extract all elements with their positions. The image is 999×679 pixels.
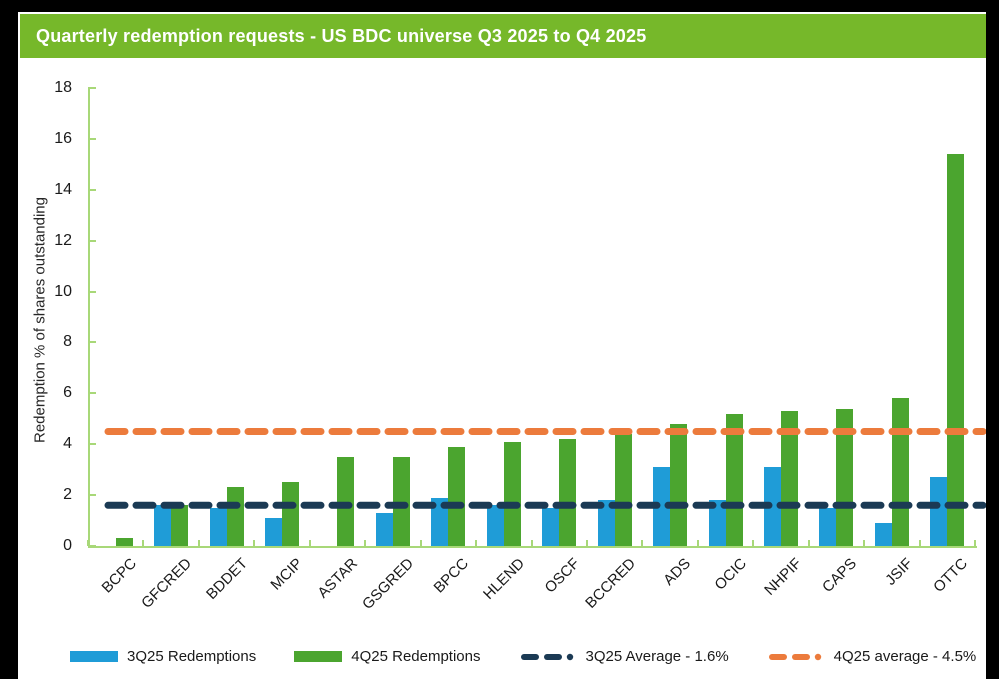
y-axis xyxy=(88,88,90,546)
y-tick-label: 2 xyxy=(63,486,72,504)
y-tick xyxy=(88,188,96,191)
y-tick-label: 12 xyxy=(54,231,72,249)
legend-swatch-3q25-redemptions xyxy=(70,651,118,662)
y-tick xyxy=(88,239,96,242)
bar-4q25-caps xyxy=(836,408,854,546)
y-tick xyxy=(88,545,96,547)
y-tick-label: 14 xyxy=(54,180,72,198)
bar-4q25-ads xyxy=(670,423,688,546)
x-tick xyxy=(142,540,145,546)
legend-item-4q25-average: 4Q25 average - 4.5% xyxy=(767,648,977,665)
y-tick-label: 16 xyxy=(54,129,72,147)
x-tick xyxy=(530,540,533,546)
bar-4q25-nhpif xyxy=(780,411,798,546)
legend-swatch-4q25-redemptions xyxy=(294,651,343,662)
y-tick-label: 4 xyxy=(63,435,72,453)
bar-3q25-ads xyxy=(653,467,671,546)
bar-4q25-gsgred xyxy=(392,456,410,546)
y-tick xyxy=(88,137,96,140)
x-tick xyxy=(308,540,311,546)
legend-item-4q25-redemptions: 4Q25 Redemptions xyxy=(294,648,481,665)
y-tick-label: 18 xyxy=(54,79,72,96)
bar-4q25-bccred xyxy=(614,434,632,546)
chart-title: Quarterly redemption requests - US BDC u… xyxy=(36,25,647,46)
x-tick xyxy=(696,540,699,546)
bar-3q25-mcip xyxy=(265,518,283,546)
legend-label-3q25-average: 3Q25 Average - 1.6% xyxy=(585,648,729,665)
chart-canvas: Quarterly redemption requests - US BDC u… xyxy=(18,12,986,679)
x-tick xyxy=(807,540,810,546)
x-tick xyxy=(863,540,866,546)
bar-3q25-nhpif xyxy=(763,467,781,546)
legend-swatch-4q25-average xyxy=(768,653,821,660)
y-tick xyxy=(88,443,96,446)
bar-3q25-gfcred xyxy=(154,505,172,546)
y-tick xyxy=(88,341,96,344)
legend-label-4q25-redemptions: 4Q25 Redemptions xyxy=(351,648,481,665)
legend-label-4q25-average: 4Q25 average - 4.5% xyxy=(833,648,977,665)
x-tick xyxy=(253,540,256,546)
bar-4q25-bpcc xyxy=(448,446,466,546)
y-tick-label: 0 xyxy=(63,537,72,554)
bar-4q25-oscf xyxy=(559,439,577,546)
bar-3q25-jsif xyxy=(874,523,892,546)
bar-3q25-caps xyxy=(819,507,837,546)
x-tick xyxy=(918,540,921,546)
x-tick xyxy=(974,540,976,546)
x-tick xyxy=(585,540,588,546)
x-tick xyxy=(641,540,644,546)
x-tick xyxy=(197,540,200,546)
bar-4q25-hlend xyxy=(503,441,521,546)
chart-title-bar: Quarterly redemption requests - US BDC u… xyxy=(20,14,986,58)
legend-item-3q25-average: 3Q25 Average - 1.6% xyxy=(519,648,729,665)
x-tick xyxy=(419,540,422,546)
y-tick-label: 8 xyxy=(63,333,72,351)
bar-4q25-gfcred xyxy=(171,505,189,546)
legend-swatch-3q25-average xyxy=(520,653,573,660)
bar-4q25-jsif xyxy=(891,398,909,546)
bar-4q25-mcip xyxy=(282,482,300,546)
x-tick xyxy=(364,540,367,546)
chart-plot: 0 2 4 6 8 10 12 14 16 18 BCPC GFCRED BDDET MCIP ASTAR G… xyxy=(18,12,986,679)
bar-3q25-ocic xyxy=(708,500,726,546)
y-tick xyxy=(88,87,96,89)
y-tick xyxy=(88,392,96,395)
x-tick xyxy=(87,540,89,546)
x-axis xyxy=(88,546,977,548)
bar-3q25-gsgred xyxy=(375,512,393,546)
bar-3q25-bccred xyxy=(597,500,615,546)
chart-legend: 3Q25 Redemptions 4Q25 Redemptions 3Q25 A… xyxy=(70,648,980,665)
legend-label-3q25-redemptions: 3Q25 Redemptions xyxy=(127,648,257,665)
bar-3q25-hlend xyxy=(486,505,504,546)
bar-4q25-bcpc xyxy=(115,538,133,546)
legend-item-3q25-redemptions: 3Q25 Redemptions xyxy=(70,648,256,665)
y-tick-label: 6 xyxy=(63,384,72,402)
bar-4q25-ocic xyxy=(725,413,743,546)
y-tick-label: 10 xyxy=(54,282,72,300)
bar-3q25-ottc xyxy=(930,477,948,546)
bar-4q25-bddet xyxy=(226,487,244,546)
x-tick xyxy=(752,540,755,546)
bar-4q25-ottc xyxy=(947,154,965,546)
y-tick xyxy=(88,494,96,497)
x-tick xyxy=(475,540,478,546)
bar-3q25-oscf xyxy=(542,507,560,546)
bar-4q25-astar xyxy=(337,456,355,546)
y-tick xyxy=(88,290,96,293)
bar-3q25-bpcc xyxy=(431,497,449,546)
bar-3q25-bddet xyxy=(209,507,227,546)
